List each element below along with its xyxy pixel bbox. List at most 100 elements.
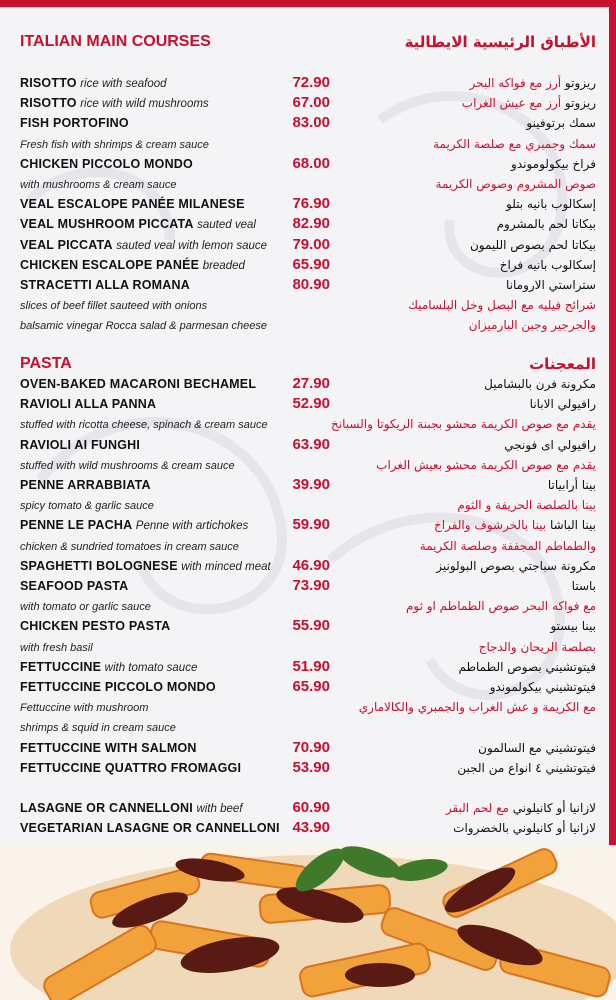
english: FETTUCCINE QUATTRO FROMAGGI — [20, 758, 241, 778]
item-name: LASAGNE OR CANNELLONI — [20, 801, 193, 815]
item-note: chicken & sundried tomatoes in cream sau… — [20, 540, 239, 553]
item-description: breaded — [202, 259, 245, 272]
item-note-arabic: صوص المشروم وصوص الكريمة — [435, 177, 596, 191]
note-row: Fresh fish with shrimps & cream sauce سمك… — [20, 134, 596, 154]
item-name-arabic: بينا الباشا — [549, 518, 596, 533]
swirl — [26, 167, 175, 241]
menu-item: STRACETTI ALLA ROMANA 80.90 ستراستي الاروم… — [20, 275, 596, 295]
item-name: OVEN-BAKED MACARONI BECHAMEL — [20, 377, 257, 391]
item-name: FISH PORTOFINO — [20, 116, 129, 131]
item-name: FETTUCCINE — [20, 659, 102, 674]
item-name: SPAGHETTI BOLOGNESE — [20, 558, 178, 573]
english: VEGETARIAN LASAGNE OR CANNELLONI — [20, 818, 280, 838]
arabic: لازانيا أو كانيلوني بالخضروات — [453, 818, 596, 838]
item-note: shrimps & squid in cream sauce — [20, 722, 176, 735]
arabic: بيكاتا لحم بصوص الليمون — [470, 235, 596, 255]
item-name: FETTUCCINE QUATTRO FROMAGGI — [20, 760, 242, 775]
english: VEAL MUSHROOM PICCATA sauted veal — [20, 214, 256, 235]
english: CHICKEN PESTO PASTA — [20, 616, 170, 636]
item-name-arabic: بيكاتا لحم بالمشروم — [496, 217, 596, 232]
note-row: balsamic vinegar Rocca salad & parmesan … — [20, 315, 596, 335]
menu-item: PENNE LE PACHA Penne with artichokes 59.9… — [20, 515, 596, 535]
arabic: سمك برتوفينو — [526, 113, 596, 133]
menu-item: CHICKEN PESTO PASTA 55.90 بينا بيستو — [20, 616, 596, 636]
item-price: 59.90 — [292, 516, 330, 534]
item-name: RAVIOLI AI FUNGHI — [20, 437, 141, 452]
english: Fresh fish with shrimps & cream sauce — [20, 134, 209, 155]
right-border — [609, 0, 616, 845]
arabic: فيتوتشيني ٤ انواع من الجبن — [457, 758, 596, 778]
arabic: رافيولي الابانا — [530, 394, 596, 414]
note-row: stuffed with wild mushrooms & cream sauc… — [20, 455, 596, 475]
menu-item: OVEN-BAKED MACARONI BECHAMEL 27.90 مكرونة … — [20, 374, 596, 394]
swirls — [26, 91, 568, 700]
section-title-arabic: المعجنات — [529, 355, 596, 373]
item-note: with mushrooms & cream sauce — [20, 179, 177, 191]
menu-item: RAVIOLI AI FUNGHI 63.90 رافيولي اى فونجي — [20, 435, 596, 455]
item-name-arabic: لازانيا أو كانيلوني بالخضروات — [453, 821, 596, 836]
arabic: رافيولي اى فونجي — [504, 435, 596, 455]
item-description-arabic: أرز مع عيش الغراب — [461, 96, 562, 111]
item-description: rice with seafood — [80, 78, 167, 90]
english: VEAL PICCATA sauted veal with lemon sauc… — [20, 235, 267, 256]
section-title-arabic: الأطباق الرئيسية الايطالية — [404, 33, 596, 51]
arabic: فيتوتشيني بيكولموندو — [490, 677, 596, 697]
item-name-arabic: ريزوتو — [564, 96, 596, 111]
item-name-arabic: إسكالوب بانيه بتلو — [506, 197, 596, 212]
note-row: with tomato or garlic sauce مع فواكه البح… — [20, 596, 596, 616]
item-price: 83.00 — [292, 114, 330, 132]
note-row: with mushrooms & cream sauce صوص المشروم … — [20, 174, 596, 194]
item-name: VEAL PICCATA — [20, 237, 113, 252]
item-price: 55.90 — [292, 617, 330, 635]
arabic: مكرونة سباجتي بصوص البولونيز — [436, 556, 596, 576]
menu-item: RISOTTO rice with seafood 72.90 ريزوتو أرز… — [20, 73, 596, 93]
note-row: shrimps & squid in cream sauce — [20, 717, 596, 737]
item-description-arabic: مع لحم البقر — [445, 801, 509, 815]
item-name-arabic: مكرونة سباجتي بصوص البولونيز — [436, 558, 596, 573]
menu-item: VEGETARIAN LASAGNE OR CANNELLONI 43.90 لاز… — [20, 818, 596, 838]
note-row: with fresh basil بصلصة الريحان والدجاج — [20, 637, 596, 657]
item-price: 79.00 — [292, 235, 330, 253]
item-description: sauted veal with lemon sauce — [116, 239, 268, 252]
item-name: FETTUCCINE PICCOLO MONDO — [20, 680, 216, 694]
item-price: 70.90 — [292, 738, 330, 756]
item-note-arabic: سمك وجمبري مع صلصة الكريمة — [433, 136, 596, 151]
sundried-tomatoes — [112, 858, 543, 987]
item-description-arabic: بينا بالخرشوف والفراخ — [434, 518, 547, 533]
arabic: فيتوتشيني مع السالمون — [478, 738, 596, 758]
item-name-arabic: باستا — [571, 579, 596, 593]
item-name: CHICKEN PESTO PASTA — [20, 619, 171, 634]
item-note-arabic: مع الكريمة و عش الغراب والجمبري والكالام… — [358, 700, 596, 715]
english: Fettuccine with mushroom — [20, 697, 148, 718]
item-name-arabic: سمك برتوفينو — [526, 116, 596, 131]
item-note: with tomato or garlic sauce — [20, 601, 151, 614]
item-name-arabic: فيتوتشيني بيكولموندو — [489, 680, 596, 694]
english: CHICKEN PICCOLO MONDO — [20, 154, 193, 174]
item-note: Fresh fish with shrimps & cream sauce — [20, 138, 209, 151]
item-price: 65.90 — [292, 678, 330, 695]
item-price: 51.90 — [292, 657, 330, 675]
english: stuffed with wild mushrooms & cream sauc… — [20, 455, 235, 476]
item-name-arabic: لازانيا أو كانيلوني — [512, 801, 596, 815]
arabic: ستراستي الارومانا — [506, 275, 596, 295]
arabic: مكرونة فرن بالبشاميل — [484, 374, 596, 394]
section-title: PASTA — [20, 355, 72, 372]
section-header: ITALIAN MAIN COURSES الأطباق الرئيسية الا… — [20, 30, 596, 54]
english: with mushrooms & cream sauce — [20, 174, 177, 195]
english: with fresh basil — [20, 637, 93, 658]
menu-item: FETTUCCINE PICCOLO MONDO 65.90 فيتوتشيني ب… — [20, 677, 596, 697]
basil — [295, 846, 448, 892]
item-description: with minced meat — [181, 560, 271, 573]
note-row: stuffed with ricotta cheese, spinach & c… — [20, 414, 596, 434]
menu-item: VEAL MUSHROOM PICCATA sauted veal 82.90 بي… — [20, 214, 596, 234]
item-description: Penne with artichokes — [135, 520, 249, 533]
item-name: RISOTTO — [20, 76, 77, 90]
menu-item: RISOTTO rice with wild mushrooms 67.00 ريز… — [20, 93, 596, 113]
arabic: إسكالوب بانيه فراخ — [500, 255, 596, 275]
english: RISOTTO rice with seafood — [20, 73, 167, 94]
menu-item: FISH PORTOFINO 83.00 سمك برتوفينو — [20, 113, 596, 133]
